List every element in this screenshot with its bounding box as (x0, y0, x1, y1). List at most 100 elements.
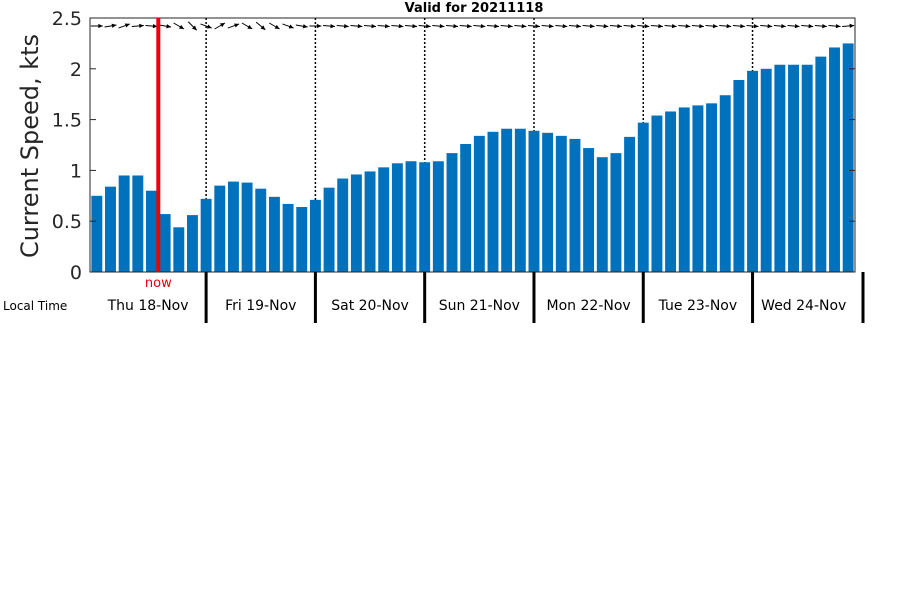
direction-arrow-head (726, 23, 732, 29)
day-label: Sun 21-Nov (439, 298, 520, 314)
bar (432, 161, 444, 272)
direction-arrow-head (781, 23, 786, 29)
bar (446, 153, 458, 272)
bar (173, 227, 185, 272)
bar (118, 175, 130, 272)
bar (241, 182, 253, 272)
direction-arrow-head (288, 24, 294, 29)
direction-arrow-head (439, 23, 445, 29)
now-label: now (145, 276, 172, 291)
direction-arrow-head (206, 24, 212, 29)
bar (309, 199, 321, 272)
bar (268, 196, 280, 272)
bar (719, 95, 731, 272)
direction-arrow-head (480, 23, 486, 29)
bar (350, 174, 362, 272)
direction-arrow-head (179, 24, 184, 29)
direction-arrow-head (603, 23, 609, 29)
bar (146, 190, 157, 272)
bar (555, 135, 567, 272)
bar (501, 128, 513, 272)
direction-arrow-head (794, 23, 800, 29)
bar (227, 181, 239, 272)
bar (569, 138, 581, 272)
y-tick-label: 2.5 (52, 8, 82, 30)
direction-arrow-head (808, 23, 814, 29)
day-label: Tue 23-Nov (658, 298, 738, 314)
day-label: Thu 18-Nov (107, 298, 189, 314)
bar (788, 64, 799, 273)
y-tick-label: 1.5 (52, 110, 82, 132)
bar (514, 128, 526, 272)
direction-arrow-head (219, 23, 225, 28)
day-label: Sat 20-Nov (331, 298, 409, 314)
direction-arrow-head (425, 23, 431, 29)
direction-arrow-head (699, 23, 704, 29)
bar (583, 148, 595, 272)
direction-arrow-head (139, 23, 144, 29)
direction-arrow-head (740, 23, 745, 29)
direction-arrow-head (521, 23, 527, 29)
bar (706, 103, 718, 272)
direction-arrow-head (658, 23, 663, 29)
bar (419, 162, 431, 272)
bar (651, 115, 663, 272)
bar (255, 188, 267, 272)
bar (364, 171, 376, 272)
bar (378, 167, 390, 272)
direction-arrow-head (767, 23, 773, 29)
day-label: Mon 22-Nov (547, 298, 631, 314)
direction-arrow-head (398, 23, 404, 29)
bar (624, 136, 636, 272)
direction-arrow-head (453, 23, 458, 29)
bar (596, 157, 608, 272)
direction-arrow-head (357, 23, 363, 29)
direction-arrow-head (316, 23, 322, 29)
direction-arrow-head (274, 24, 280, 29)
direction-arrow-head (152, 23, 158, 29)
direction-arrow-head (124, 23, 130, 28)
bar (473, 135, 485, 272)
direction-arrow-head (617, 23, 622, 29)
direction-arrow-head (589, 23, 595, 29)
day-label: Fri 19-Nov (225, 298, 296, 314)
bar (460, 143, 472, 272)
bar (323, 187, 335, 272)
direction-arrow-head (466, 23, 472, 29)
bar (132, 175, 144, 272)
direction-arrow-head (98, 23, 103, 29)
direction-arrow-head (535, 23, 540, 29)
direction-arrow-head (562, 23, 568, 29)
plot-frame (89, 17, 856, 273)
bar (610, 153, 622, 272)
y-tick-label: 0 (70, 262, 82, 284)
direction-arrow-head (330, 23, 336, 29)
bar (296, 206, 308, 272)
direction-arrow-head (548, 23, 554, 29)
bar (665, 111, 677, 272)
bar (842, 43, 854, 273)
bar (801, 64, 813, 273)
bar (733, 79, 745, 272)
direction-arrow-head (849, 23, 855, 29)
bar (282, 203, 294, 272)
direction-arrow-head (260, 25, 266, 30)
direction-arrow-head (712, 23, 718, 29)
direction-arrow-head (630, 23, 636, 29)
bar (391, 163, 403, 272)
bar (774, 64, 786, 273)
direction-arrow-head (671, 23, 677, 29)
y-tick-label: 2 (70, 59, 82, 81)
bar (760, 68, 772, 272)
bar (159, 214, 171, 272)
direction-arrow-head (371, 23, 377, 29)
bar (186, 215, 198, 272)
bar (747, 70, 759, 272)
bar (528, 130, 540, 272)
bar (542, 132, 554, 272)
x-axis-label: Local Time (3, 299, 67, 313)
direction-arrow-head (344, 23, 349, 29)
direction-arrow-head (494, 23, 499, 29)
y-tick-label: 0.5 (52, 211, 82, 233)
direction-arrow-head (753, 23, 759, 29)
